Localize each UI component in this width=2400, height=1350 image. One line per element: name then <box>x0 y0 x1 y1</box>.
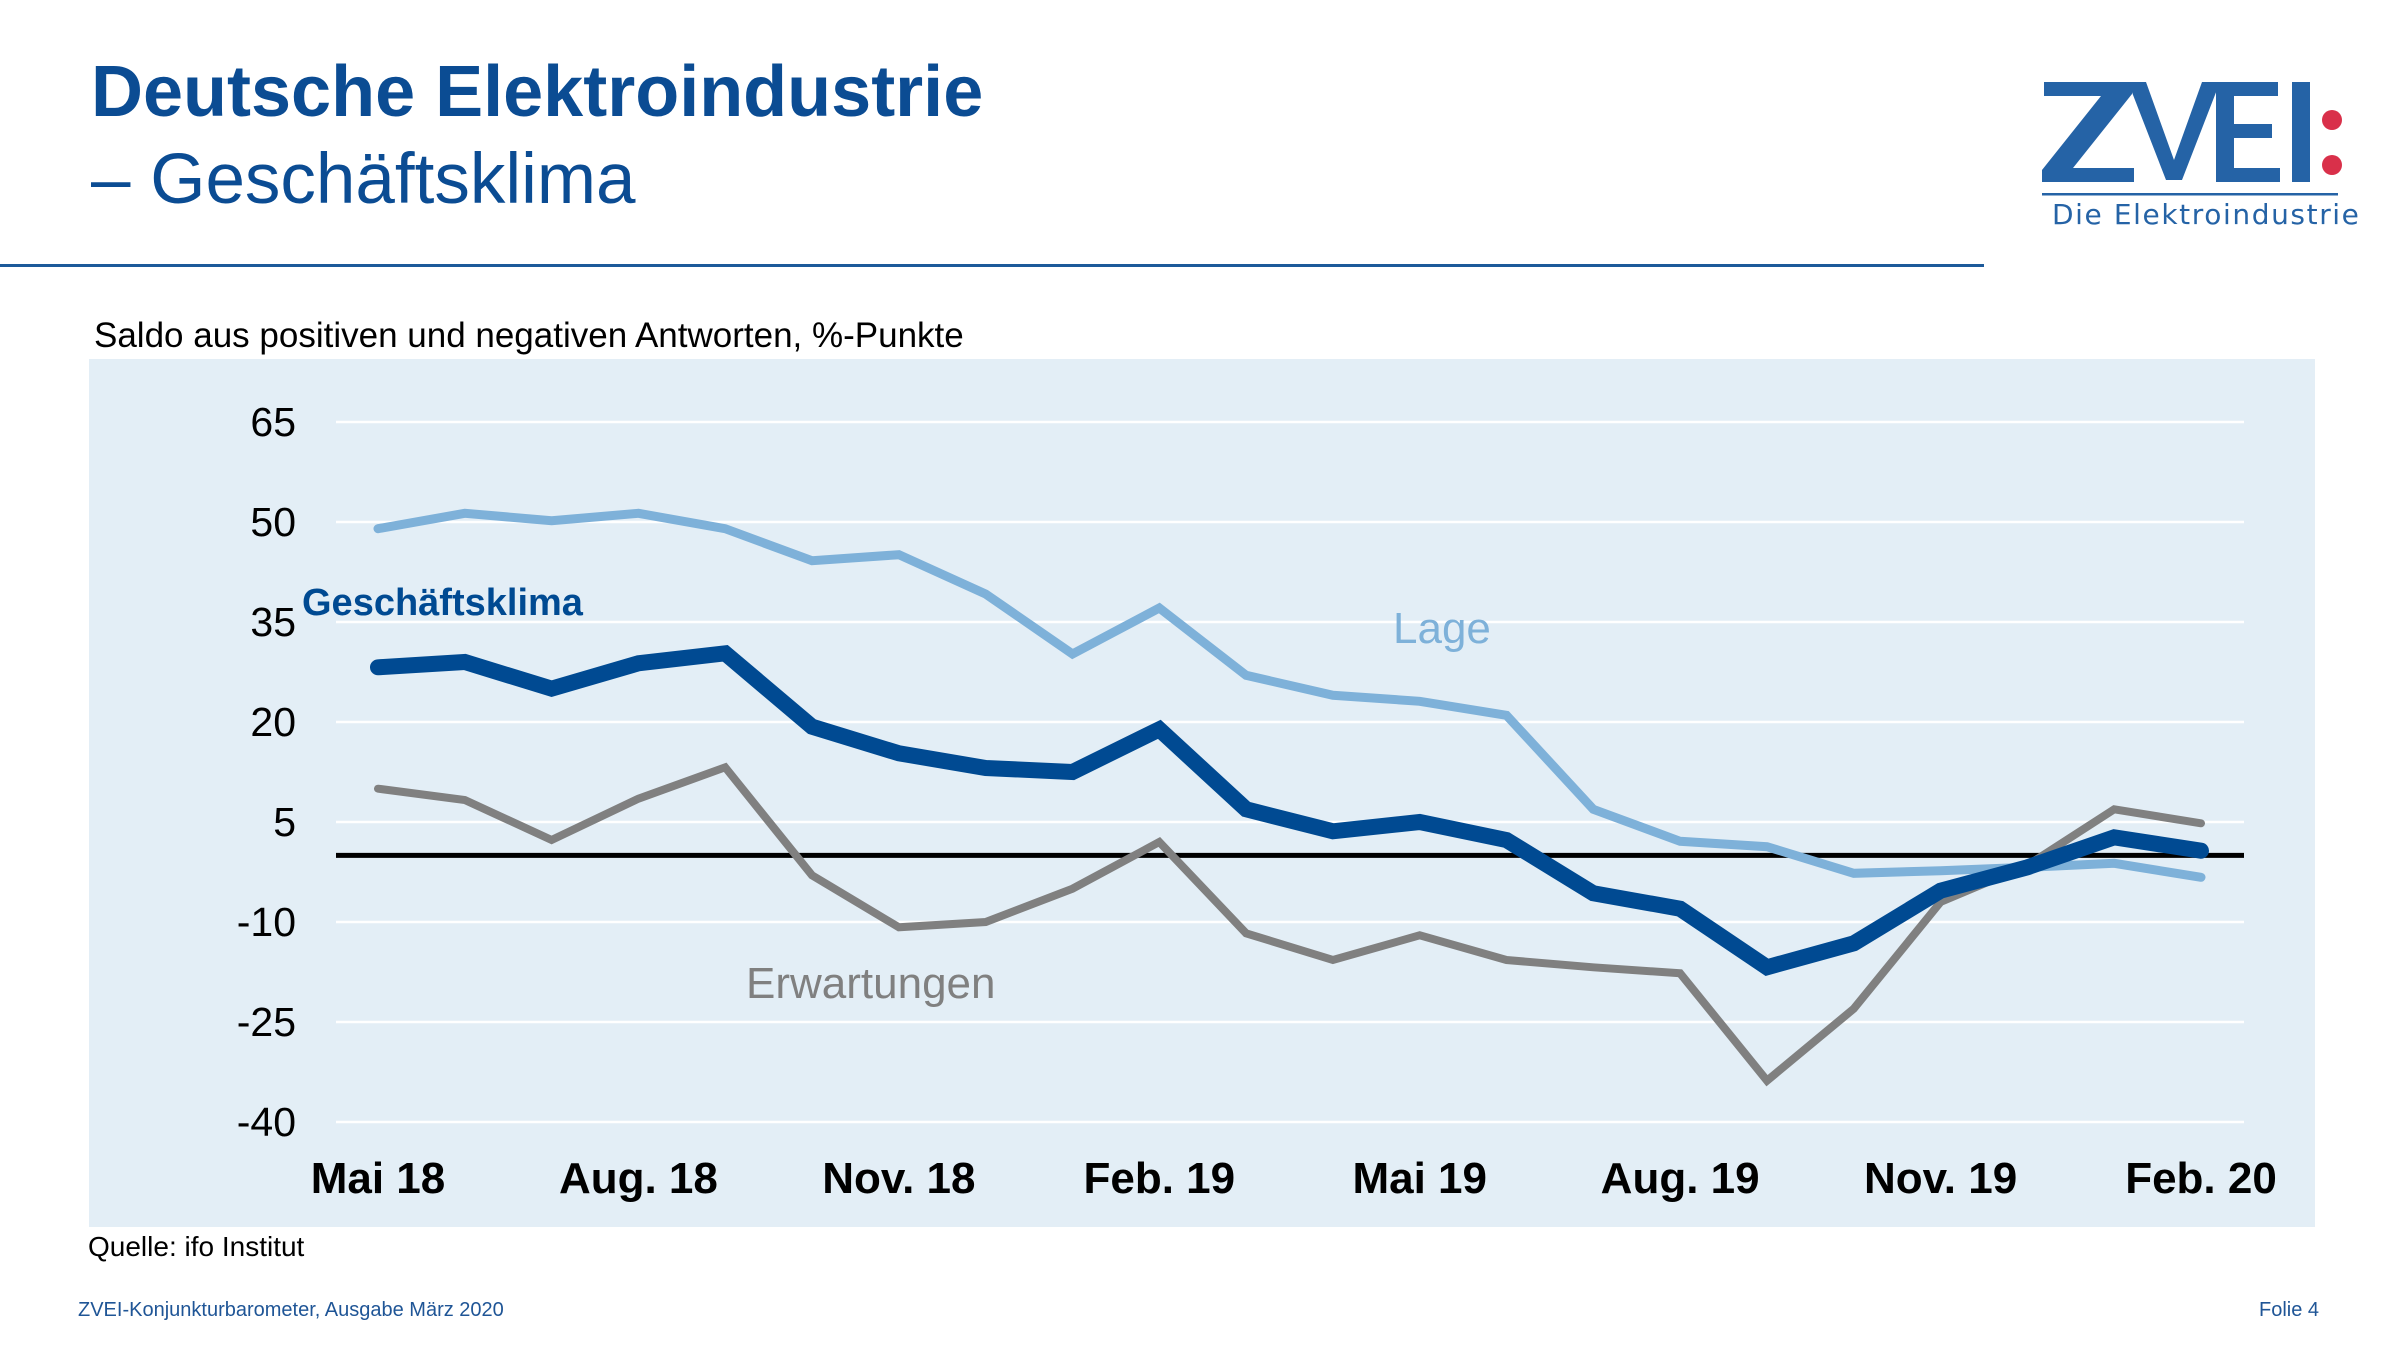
x-tick-label: Aug. 18 <box>559 1154 718 1203</box>
page-number: Folie 4 <box>2259 1299 2320 1321</box>
zvei-logo-wordmark <box>2042 82 2342 182</box>
y-tick-label: 20 <box>250 699 296 745</box>
gridlines <box>336 420 2244 1124</box>
series-label-erwartungen: Erwartungen <box>746 959 995 1008</box>
chart-title: Saldo aus positiven und negativen Antwor… <box>94 316 964 355</box>
logo-tagline: Die Elektroindustrie <box>2052 198 2361 231</box>
chart-panel <box>89 359 2315 1227</box>
zvei-logo <box>2042 82 2342 196</box>
series-line-geschaeftsklima <box>370 644 2209 976</box>
series-label-lage: Lage <box>1393 604 1491 653</box>
y-tick-label: 35 <box>250 599 296 645</box>
y-axis-ticks: 65 50 35 20 5 -10 -25 -40 <box>237 399 296 1145</box>
page-title: Deutsche Elektroindustrie <box>91 52 984 132</box>
x-tick-label: Nov. 18 <box>822 1154 975 1203</box>
logo-dot-upper <box>2322 110 2342 130</box>
x-tick-label: Aug. 19 <box>1601 1154 1760 1203</box>
x-tick-label: Feb. 19 <box>1083 1154 1235 1203</box>
series-line-lage <box>373 508 2206 882</box>
series-line-geschaeftsklima-group <box>370 644 2209 976</box>
logo-dot-lower <box>2322 155 2342 175</box>
header-divider <box>0 264 1984 267</box>
series-line-erwartungen-group <box>374 762 2205 1087</box>
y-tick-label: 5 <box>273 799 296 845</box>
y-tick-label: 65 <box>250 399 296 445</box>
x-tick-label: Nov. 19 <box>1864 1154 2017 1203</box>
y-tick-label: -10 <box>237 899 296 945</box>
series-label-geschaeftsklima: Geschäftsklima <box>302 582 584 624</box>
x-tick-label: Mai 19 <box>1352 1154 1487 1203</box>
y-tick-label: -25 <box>237 999 296 1045</box>
x-axis-ticks: Mai 18 Aug. 18 Nov. 18 Feb. 19 Mai 19 Aug. 19… <box>311 1154 2277 1203</box>
x-tick-label: Mai 18 <box>311 1154 446 1203</box>
series-lines <box>370 508 2209 1087</box>
y-tick-label: 50 <box>250 499 296 545</box>
page-subtitle-title: – Geschäftsklima <box>91 140 636 219</box>
x-tick-label: Feb. 20 <box>2125 1154 2277 1203</box>
footer-publication: ZVEI-Konjunkturbarometer, Ausgabe März 2… <box>78 1299 504 1321</box>
source-note: Quelle: ifo Institut <box>88 1231 305 1262</box>
series-line-erwartungen <box>374 762 2205 1087</box>
y-tick-label: -40 <box>237 1099 296 1145</box>
